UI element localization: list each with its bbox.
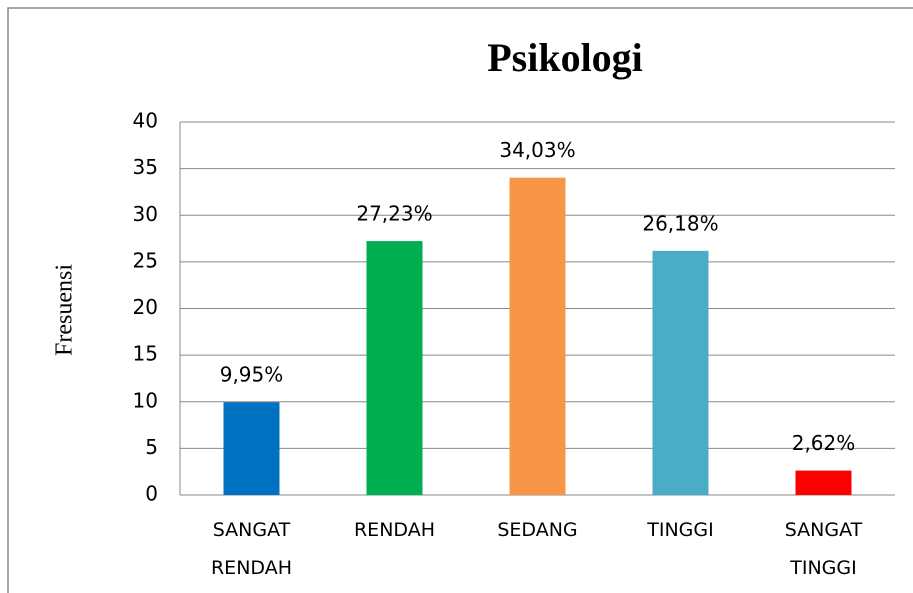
bar (795, 470, 852, 495)
chart-frame (7, 7, 913, 593)
data-label: 27,23% (356, 202, 432, 226)
y-tick-label: 10 (133, 388, 158, 412)
chart-title: Psikologi (487, 35, 643, 80)
y-axis-label: Fresuensi (52, 264, 78, 356)
bar (652, 250, 709, 495)
data-label: 34,03% (499, 138, 575, 162)
x-tick-label: RENDAH (353, 519, 435, 541)
y-tick-label: 15 (133, 342, 158, 366)
y-tick-label: 30 (133, 202, 158, 226)
y-tick-label: 25 (133, 248, 158, 272)
bar (509, 177, 566, 495)
data-label: 26,18% (642, 211, 718, 235)
bar (366, 241, 423, 495)
y-tick-label: 40 (133, 109, 158, 133)
y-tick-label: 20 (133, 295, 158, 319)
bar (223, 402, 280, 495)
data-label: 9,95% (220, 363, 284, 387)
data-label: 2,62% (792, 431, 856, 455)
y-tick-label: 5 (145, 435, 158, 459)
x-tick-label: SANGAT TINGGI (784, 519, 863, 579)
x-tick-label: SANGAT RENDAH (210, 519, 292, 579)
y-tick-label: 0 (145, 482, 158, 506)
x-tick-label: TINGGI (647, 519, 714, 541)
y-tick-label: 35 (133, 155, 158, 179)
x-tick-label: SEDANG (497, 519, 578, 541)
